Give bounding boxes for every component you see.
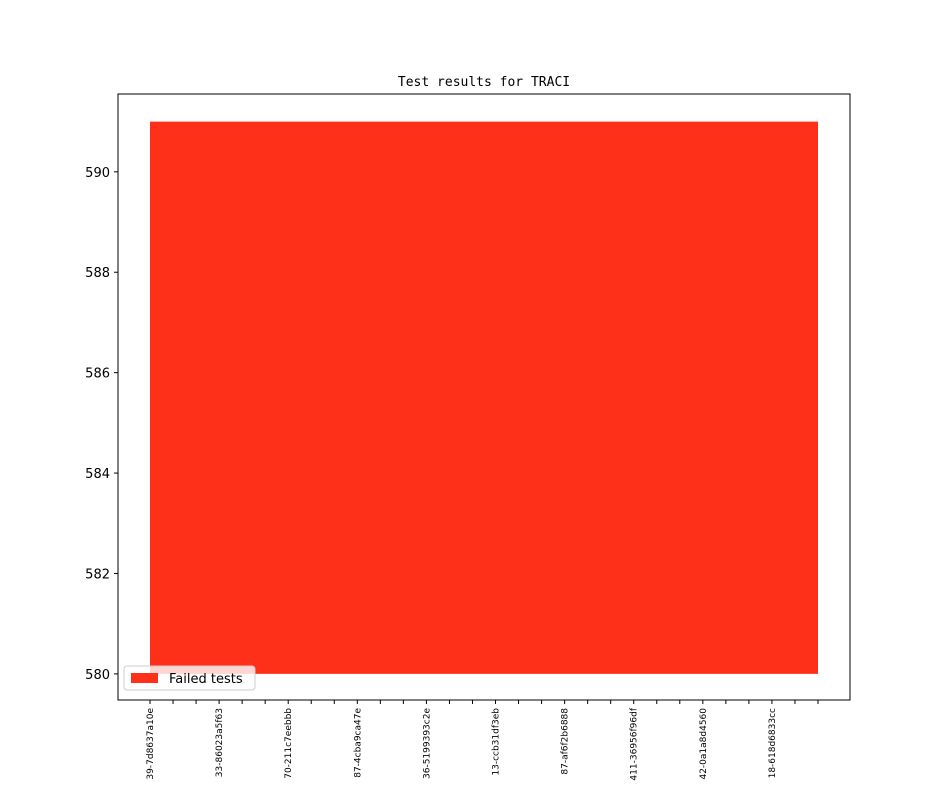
x-tick-label: 13-ccb31df3eb — [492, 708, 502, 776]
x-tick-label: 87-af6f2b6888 — [561, 708, 571, 775]
x-tick-label: 36-5199393c2e — [422, 708, 432, 779]
x-tick-label: 39-7d8637a10e — [146, 708, 156, 780]
legend-swatch — [131, 673, 158, 683]
y-tick-label: 580 — [85, 668, 110, 683]
x-tick-label: 42-0a1a8d4560 — [699, 708, 709, 780]
x-tick-label: 87-4cba9ca47e — [353, 708, 363, 778]
x-tick-label: 33-86023a5f63 — [215, 708, 225, 777]
y-tick-label: 588 — [85, 266, 110, 281]
y-tick-label: 584 — [85, 467, 110, 482]
x-tick-label: 70-211c7eebbb — [284, 708, 294, 779]
legend-box — [123, 665, 256, 691]
y-tick-label: 590 — [85, 166, 110, 181]
chart-title: Test results for TRACI — [398, 75, 570, 90]
x-tick-label: 411-36956f96df — [630, 707, 640, 780]
legend-label: Failed tests — [169, 672, 243, 687]
plot-frame — [117, 93, 851, 701]
y-tick-label: 586 — [85, 367, 110, 382]
x-tick-label: 18-618d6833cc — [768, 708, 778, 778]
area — [150, 121, 818, 674]
y-tick-label: 582 — [85, 567, 110, 582]
